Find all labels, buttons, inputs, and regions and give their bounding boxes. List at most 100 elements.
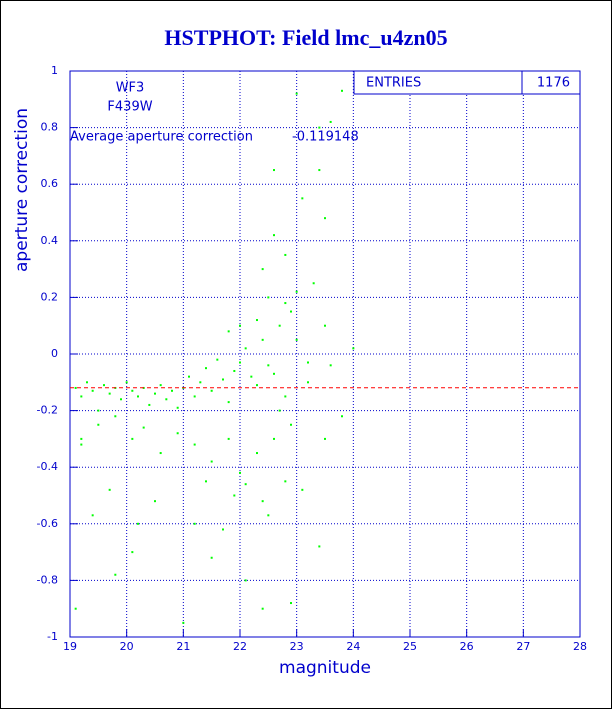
y-tick-label: -0.2 — [37, 404, 58, 417]
x-tick-label: 22 — [233, 640, 247, 653]
point — [278, 324, 281, 327]
x-tick-label: 23 — [290, 640, 304, 653]
point — [244, 579, 247, 582]
point — [80, 437, 83, 440]
point — [86, 381, 88, 384]
point — [199, 381, 202, 384]
point — [159, 452, 162, 455]
point — [114, 415, 117, 418]
point — [324, 324, 326, 327]
stats-box — [353, 70, 581, 95]
point — [250, 375, 253, 378]
point — [108, 488, 111, 491]
point — [290, 423, 292, 426]
point — [312, 282, 315, 285]
point — [295, 92, 298, 95]
point — [301, 197, 304, 200]
point — [324, 437, 326, 440]
point — [239, 361, 241, 364]
point — [301, 488, 304, 491]
point — [205, 480, 207, 483]
x-tick-label: 19 — [63, 640, 77, 653]
filter-label: F439W — [107, 100, 152, 115]
y-tick-label: 0.6 — [41, 177, 59, 190]
point — [295, 290, 298, 293]
stats-value: 1176 — [537, 76, 570, 91]
point — [290, 602, 292, 605]
point — [131, 437, 134, 440]
point — [267, 514, 270, 517]
y-tick-label: 0.8 — [41, 121, 59, 134]
point — [154, 500, 156, 503]
point — [227, 401, 230, 404]
point — [114, 573, 117, 576]
point — [91, 514, 94, 517]
point — [176, 406, 179, 409]
point — [120, 398, 122, 401]
axes-frame — [69, 70, 581, 638]
point — [273, 437, 275, 440]
y-tick-label: 0.4 — [41, 234, 59, 247]
point — [244, 347, 247, 350]
y-tick-label: 0 — [51, 347, 58, 360]
point — [261, 607, 264, 610]
point — [125, 381, 128, 384]
point — [318, 169, 321, 172]
point — [193, 395, 196, 398]
point — [205, 367, 207, 370]
x-tick-label: 20 — [120, 640, 134, 653]
plot-area: 19 20 21 22 23 24 25 26 27 28 -1 -0.8 -0.6 -0.4 -0.2 0 0… — [37, 64, 587, 653]
point — [295, 338, 298, 341]
point — [188, 375, 190, 378]
stats-label: ENTRIES — [366, 76, 421, 91]
point — [239, 324, 241, 327]
point — [91, 389, 94, 392]
point — [80, 395, 83, 398]
point — [222, 378, 224, 381]
point — [278, 409, 281, 412]
point — [74, 386, 77, 389]
point — [193, 443, 196, 446]
x-tick-label: 28 — [573, 640, 587, 653]
point — [261, 268, 264, 271]
point — [137, 395, 139, 398]
point — [284, 253, 287, 256]
y-tick-label: 0.2 — [41, 290, 59, 303]
average-value: -0.119148 — [292, 130, 359, 145]
point — [193, 522, 196, 525]
point — [307, 381, 309, 384]
point — [261, 338, 264, 341]
point — [216, 358, 219, 361]
camera-label: WF3 — [116, 81, 145, 96]
point — [267, 364, 270, 367]
point — [210, 389, 213, 392]
point — [108, 392, 111, 395]
point — [142, 426, 145, 429]
point — [256, 319, 258, 322]
x-axis-label: magnitude — [279, 658, 371, 678]
point — [233, 494, 236, 497]
point — [318, 126, 321, 129]
point — [273, 169, 275, 172]
average-label: Average aperture correction — [70, 130, 253, 145]
point — [273, 372, 275, 375]
point — [74, 607, 77, 610]
point — [97, 423, 100, 426]
point — [80, 443, 83, 446]
point — [290, 310, 292, 313]
point — [227, 437, 230, 440]
point — [222, 528, 224, 531]
point — [267, 296, 270, 299]
point — [210, 556, 213, 559]
point — [131, 551, 134, 554]
y-axis-label: aperture correction — [12, 108, 32, 272]
x-tick-label: 27 — [516, 640, 530, 653]
y-tick-label: -0.8 — [37, 573, 58, 586]
y-tick-label: -1 — [47, 630, 58, 643]
x-tick-label: 26 — [460, 640, 474, 653]
point — [324, 217, 326, 220]
point — [284, 480, 287, 483]
point — [171, 389, 173, 392]
